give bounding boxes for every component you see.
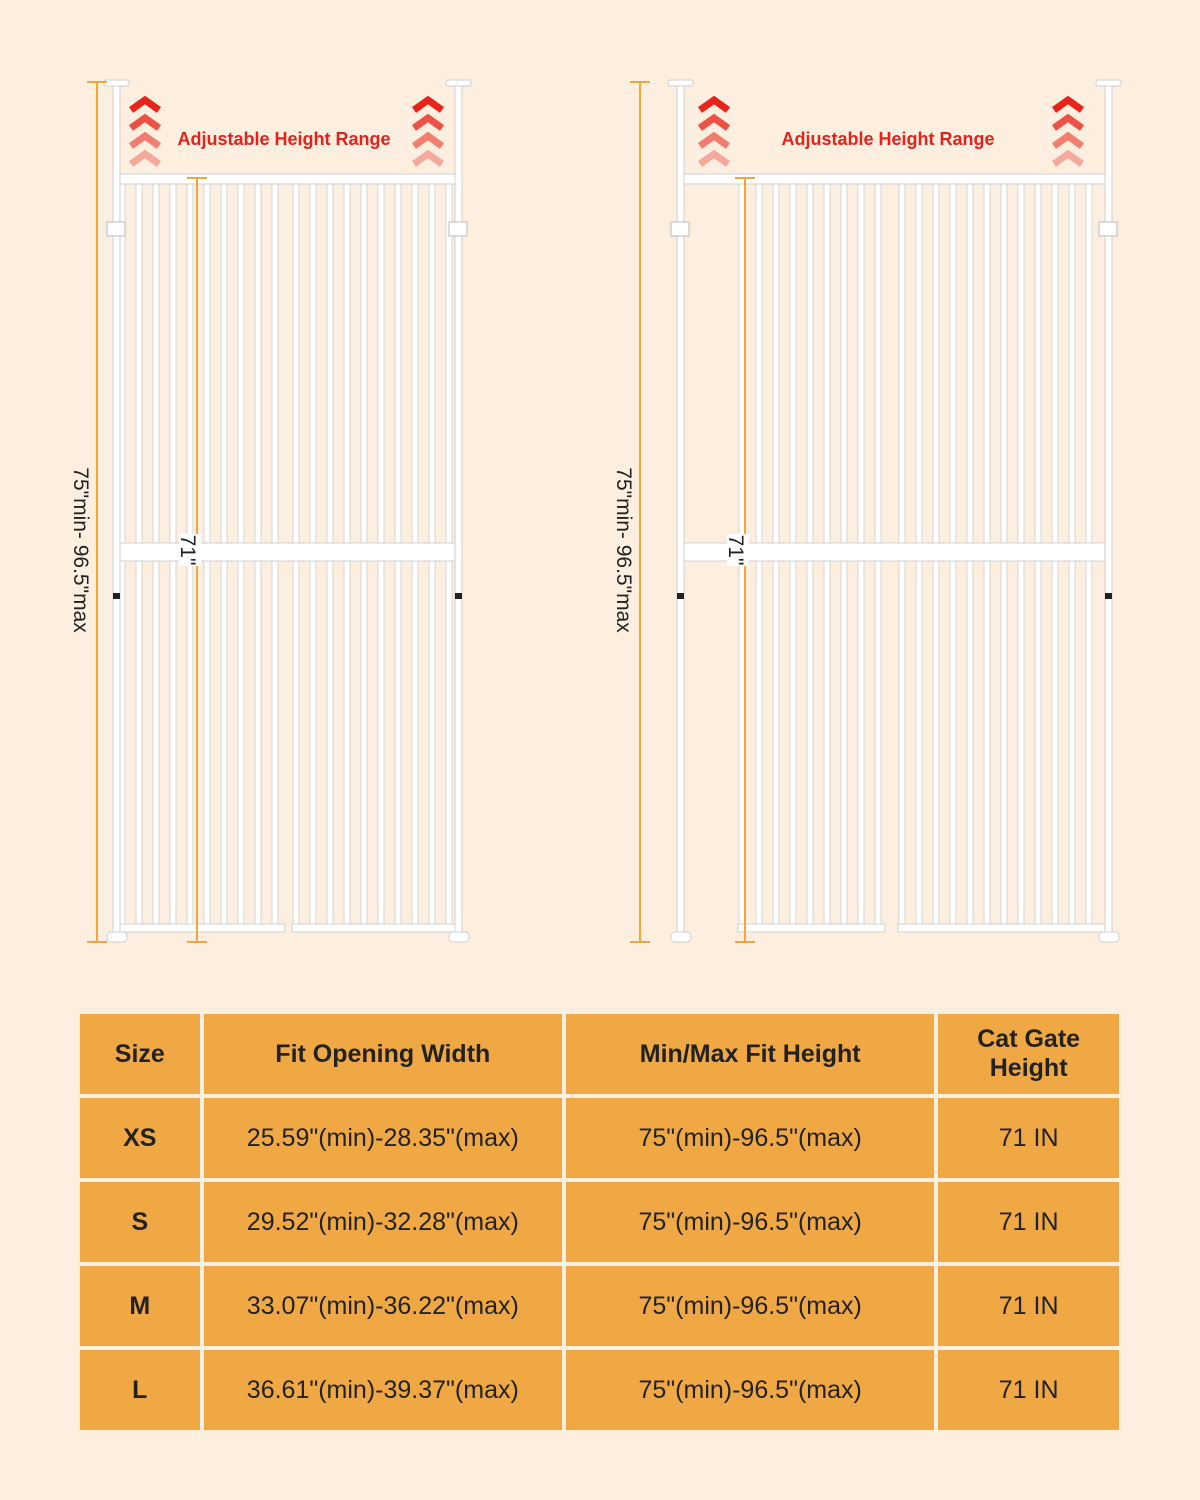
row: S 29.52"(min)-32.28"(max) 75"(min)-96.5"(m… [76,1178,1123,1266]
height-dim: 75"min- 96.5"max [612,450,639,650]
row: M 33.07"(min)-36.22"(max) 75"(min)-96.5"(m… [76,1262,1123,1350]
row: L 36.61"(min)-39.37"(max) 75"(min)-96.5"(m… [76,1346,1123,1434]
arrow-chevron [128,95,162,113]
clip [1098,221,1118,237]
cell: M [76,1262,204,1350]
arrow-chevron [411,113,445,131]
cell: 33.07"(min)-36.22"(max) [199,1262,567,1350]
arrow-chevron [697,131,731,149]
gate-height-dim: 71" [724,534,749,566]
post-mark [677,593,684,599]
header-cell: Cat Gate Height [934,1010,1123,1098]
header-cell: Size [76,1010,204,1098]
mid-bar [112,542,462,562]
height-label: 75"min- 96.5"max [612,467,635,633]
post-mark [1105,593,1112,599]
cell: S [76,1178,204,1266]
cell: 29.52"(min)-32.28"(max) [199,1178,567,1266]
post [112,85,121,939]
post-foot [448,931,470,943]
arrow-chevron [697,95,731,113]
cell: XS [76,1094,204,1182]
post-cap [1095,79,1122,87]
height-dim: 75"min- 96.5"max [69,450,96,650]
header-cell: Min/Max Fit Height [562,1010,939,1098]
arrow-chevron [128,131,162,149]
panel-rail [897,923,1109,933]
clip [670,221,690,237]
post-mark [455,593,462,599]
top-bar [112,173,462,185]
arrow-chevron [697,149,731,167]
gate-height-label: 71" [176,535,199,566]
post [1104,85,1113,939]
cell: 71 IN [934,1094,1123,1182]
size-table: Size Fit Opening Width Min/Max Fit Heigh… [76,1010,1123,1434]
panel-rail [291,923,459,933]
cell: 36.61"(min)-39.37"(max) [199,1346,567,1434]
label-bg [613,450,639,650]
post-foot [1098,931,1120,943]
cell: 71 IN [934,1262,1123,1350]
arrow-chevron [1051,149,1085,167]
cell: 75"(min)-96.5"(max) [562,1094,939,1182]
row: XS 25.59"(min)-28.35"(max) 75"(min)-96.5"(… [76,1094,1123,1182]
label-bg [70,450,96,650]
cell: 25.59"(min)-28.35"(max) [199,1094,567,1182]
arrow-chevron [128,113,162,131]
post-foot [670,931,692,943]
height-label: 75"min- 96.5"max [69,467,92,633]
cell: 75"(min)-96.5"(max) [562,1262,939,1350]
cell: 71 IN [934,1178,1123,1266]
panel-rail [737,923,886,933]
arrow-chevron [697,113,731,131]
header-cell: Fit Opening Width [199,1010,567,1098]
arrow-chevron [1051,95,1085,113]
cell: 75"(min)-96.5"(max) [562,1178,939,1266]
header-row: Size Fit Opening Width Min/Max Fit Heigh… [76,1010,1123,1098]
arrow-chevron [1051,131,1085,149]
gate-height-dim: 71" [176,534,201,566]
post-cap [103,79,130,87]
panel-rail [117,923,286,933]
post [454,85,463,939]
cell: 71 IN [934,1346,1123,1434]
arrow-chevron [128,149,162,167]
arrow-chevron [411,149,445,167]
label-bg [727,534,749,566]
range-label: Adjustable Height Range [781,129,994,149]
gate-height-label: 71" [724,535,747,566]
gate-drawings [87,79,1122,943]
arrow-chevron [411,95,445,113]
post [676,85,685,939]
post-cap [445,79,472,87]
cell: L [76,1346,204,1434]
gate-illustration: Adjustable Height Range Adjustable Heigh… [69,79,1122,943]
post-mark [113,593,120,599]
clip [106,221,126,237]
label-bg [179,534,201,566]
post-foot [106,931,128,943]
clip [448,221,468,237]
range-label: Adjustable Height Range [177,129,390,149]
arrow-chevron [1051,113,1085,131]
cell: 75"(min)-96.5"(max) [562,1346,939,1434]
post-cap [667,79,694,87]
arrow-chevron [411,131,445,149]
